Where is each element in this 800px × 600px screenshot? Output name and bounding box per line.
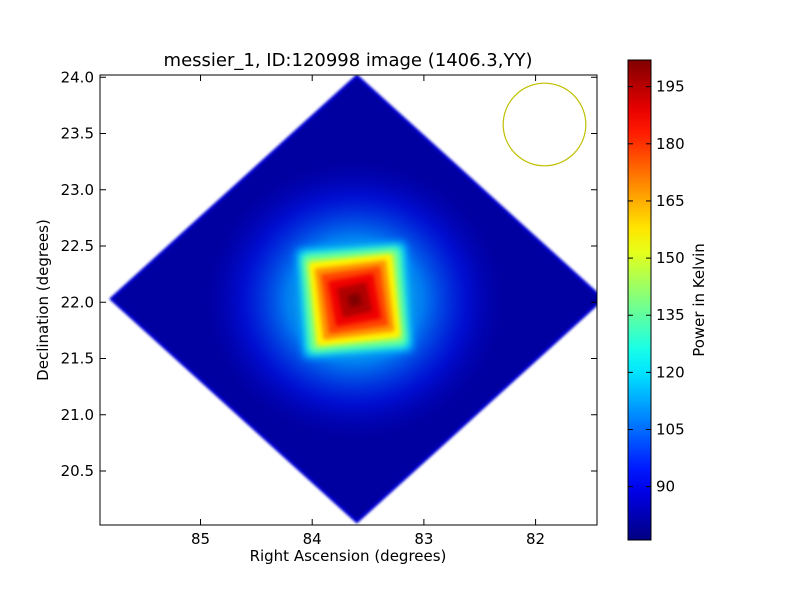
colorbar-tick-label: 90 [656, 478, 675, 496]
x-tick-label: 83 [414, 530, 433, 548]
colorbar-tick-label: 105 [656, 421, 685, 439]
y-axis-ticks: 20.5 21.0 21.5 22.0 22.5 23.0 23.5 24.0 [61, 68, 597, 480]
colorbar-tick-label: 150 [656, 249, 685, 267]
x-axis-ticks: 85 84 83 82 [191, 75, 545, 548]
y-tick-label: 21.5 [61, 350, 94, 368]
colorbar-ticks: 90 105 120 135 150 165 180 195 [628, 78, 685, 496]
y-tick-label: 24.0 [61, 68, 94, 86]
heatmap-layer [109, 75, 597, 524]
x-tick-label: 85 [191, 530, 210, 548]
y-tick-label: 21.0 [61, 406, 94, 424]
colorbar: 90 105 120 135 150 165 180 195 Power in Kelvin [627, 59, 708, 541]
beam-layer [502, 82, 587, 167]
y-axis-label: Declination (degrees) [34, 219, 52, 381]
plot-area [109, 75, 597, 524]
y-tick-label: 20.5 [61, 462, 94, 480]
y-tick-label: 23.5 [61, 125, 94, 143]
y-tick-label: 22.0 [61, 293, 94, 311]
plot-frame [99, 74, 598, 526]
colorbar-tick-label: 195 [656, 78, 685, 96]
x-axis-label: Right Ascension (degrees) [250, 547, 447, 565]
colorbar-tick-label: 165 [656, 192, 685, 210]
colorbar-gradient [628, 60, 651, 540]
chart-title: messier_1, ID:120998 image (1406.3,YY) [164, 50, 533, 71]
colorbar-tick-label: 135 [656, 306, 685, 324]
colorbar-label: Power in Kelvin [690, 243, 708, 357]
colorbar-frame [627, 59, 652, 541]
y-tick-label: 23.0 [61, 181, 94, 199]
colorbar-tick-label: 120 [656, 363, 685, 381]
x-tick-label: 82 [526, 530, 545, 548]
x-tick-label: 84 [303, 530, 322, 548]
beam-circle [502, 82, 587, 167]
y-tick-label: 22.5 [61, 237, 94, 255]
source-level [347, 293, 362, 307]
colorbar-tick-label: 180 [656, 135, 685, 153]
